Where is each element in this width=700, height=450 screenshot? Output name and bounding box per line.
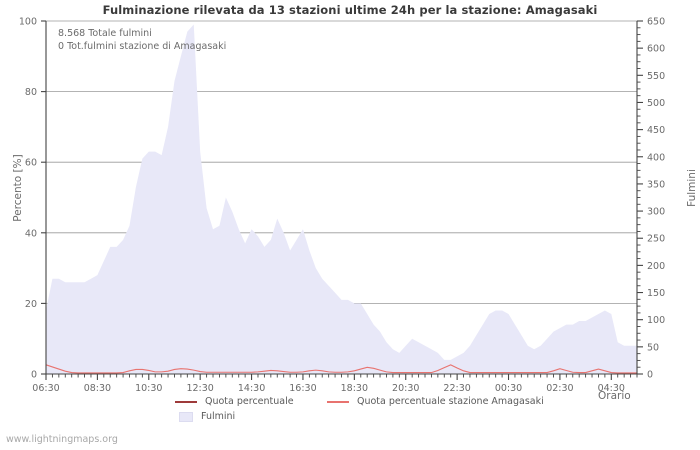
y-axis-right-tick-label: 450 xyxy=(647,125,665,136)
x-axis-tick-label: 16:30 xyxy=(289,383,316,394)
y-axis-right-tick-label: 600 xyxy=(647,44,665,55)
y-axis-right-tick-label: 400 xyxy=(647,152,665,163)
annotation-station-lightning: 0 Tot.fulmini stazione di Amagasaki xyxy=(58,41,227,52)
legend-label-quota: Quota percentuale xyxy=(205,396,294,407)
annotation-total-lightning: 8.568 Totale fulmini xyxy=(58,28,152,39)
x-axis-tick-label: 08:30 xyxy=(84,383,111,394)
y-axis-right-tick-label: 250 xyxy=(647,234,665,245)
chart-legend: Quota percentuale Quota percentuale staz… xyxy=(46,396,646,430)
y-axis-right-tick-label: 650 xyxy=(647,17,665,28)
legend-label-quota-stazione: Quota percentuale stazione Amagasaki xyxy=(357,396,544,407)
series-area-fulmini xyxy=(46,24,637,375)
y-axis-left-tick-label: 80 xyxy=(25,87,37,98)
x-axis-tick-label: 00:30 xyxy=(495,383,522,394)
y-axis-right-tick-label: 150 xyxy=(647,288,665,299)
x-axis-tick-label: 20:30 xyxy=(392,383,419,394)
y-axis-right-tick-label: 200 xyxy=(647,261,665,272)
x-axis-tick-label: 22:30 xyxy=(443,383,470,394)
y-axis-left-tick-label: 20 xyxy=(25,299,37,310)
legend-swatch-line-quota xyxy=(175,400,197,403)
legend-item-fulmini[interactable]: Fulmini xyxy=(175,411,235,422)
x-axis-tick-label: 04:30 xyxy=(598,383,625,394)
y-axis-right-tick-label: 350 xyxy=(647,179,665,190)
x-axis-label: Orario xyxy=(598,390,631,402)
y-axis-right-tick-label: 550 xyxy=(647,71,665,82)
x-axis-tick-label: 06:30 xyxy=(32,383,59,394)
x-axis-tick-label: 02:30 xyxy=(546,383,573,394)
y-axis-left-tick-label: 40 xyxy=(25,228,37,239)
y-axis-left-tick-label: 0 xyxy=(31,370,37,381)
y-axis-right-tick-label: 50 xyxy=(647,342,659,353)
footer-watermark: www.lightningmaps.org xyxy=(6,434,118,445)
series-line-quota-stazione xyxy=(45,364,637,374)
x-axis-tick-label: 12:30 xyxy=(186,383,213,394)
legend-swatch-area-fulmini xyxy=(179,411,193,422)
y-axis-label-left: Percento [%] xyxy=(12,154,24,222)
y-axis-right-tick-label: 0 xyxy=(647,370,653,381)
y-axis-right-tick-label: 300 xyxy=(647,207,665,218)
legend-item-quota-stazione[interactable]: Quota percentuale stazione Amagasaki xyxy=(327,396,544,407)
y-axis-label-right: Fulmini xyxy=(686,169,698,207)
x-axis-tick-label: 10:30 xyxy=(135,383,162,394)
legend-swatch-line-stazione xyxy=(327,400,349,403)
legend-item-quota-percentuale[interactable]: Quota percentuale xyxy=(175,396,294,407)
chart-title: Fulminazione rilevata da 13 stazioni ult… xyxy=(102,3,598,17)
y-axis-left-tick-label: 100 xyxy=(19,17,37,28)
y-axis-left-tick-label: 60 xyxy=(25,158,37,169)
x-axis-tick-label: 14:30 xyxy=(238,383,265,394)
y-axis-right-tick-label: 500 xyxy=(647,98,665,109)
y-axis-right-tick-label: 100 xyxy=(647,315,665,326)
legend-label-fulmini: Fulmini xyxy=(201,411,236,422)
x-axis-tick-label: 18:30 xyxy=(341,383,368,394)
